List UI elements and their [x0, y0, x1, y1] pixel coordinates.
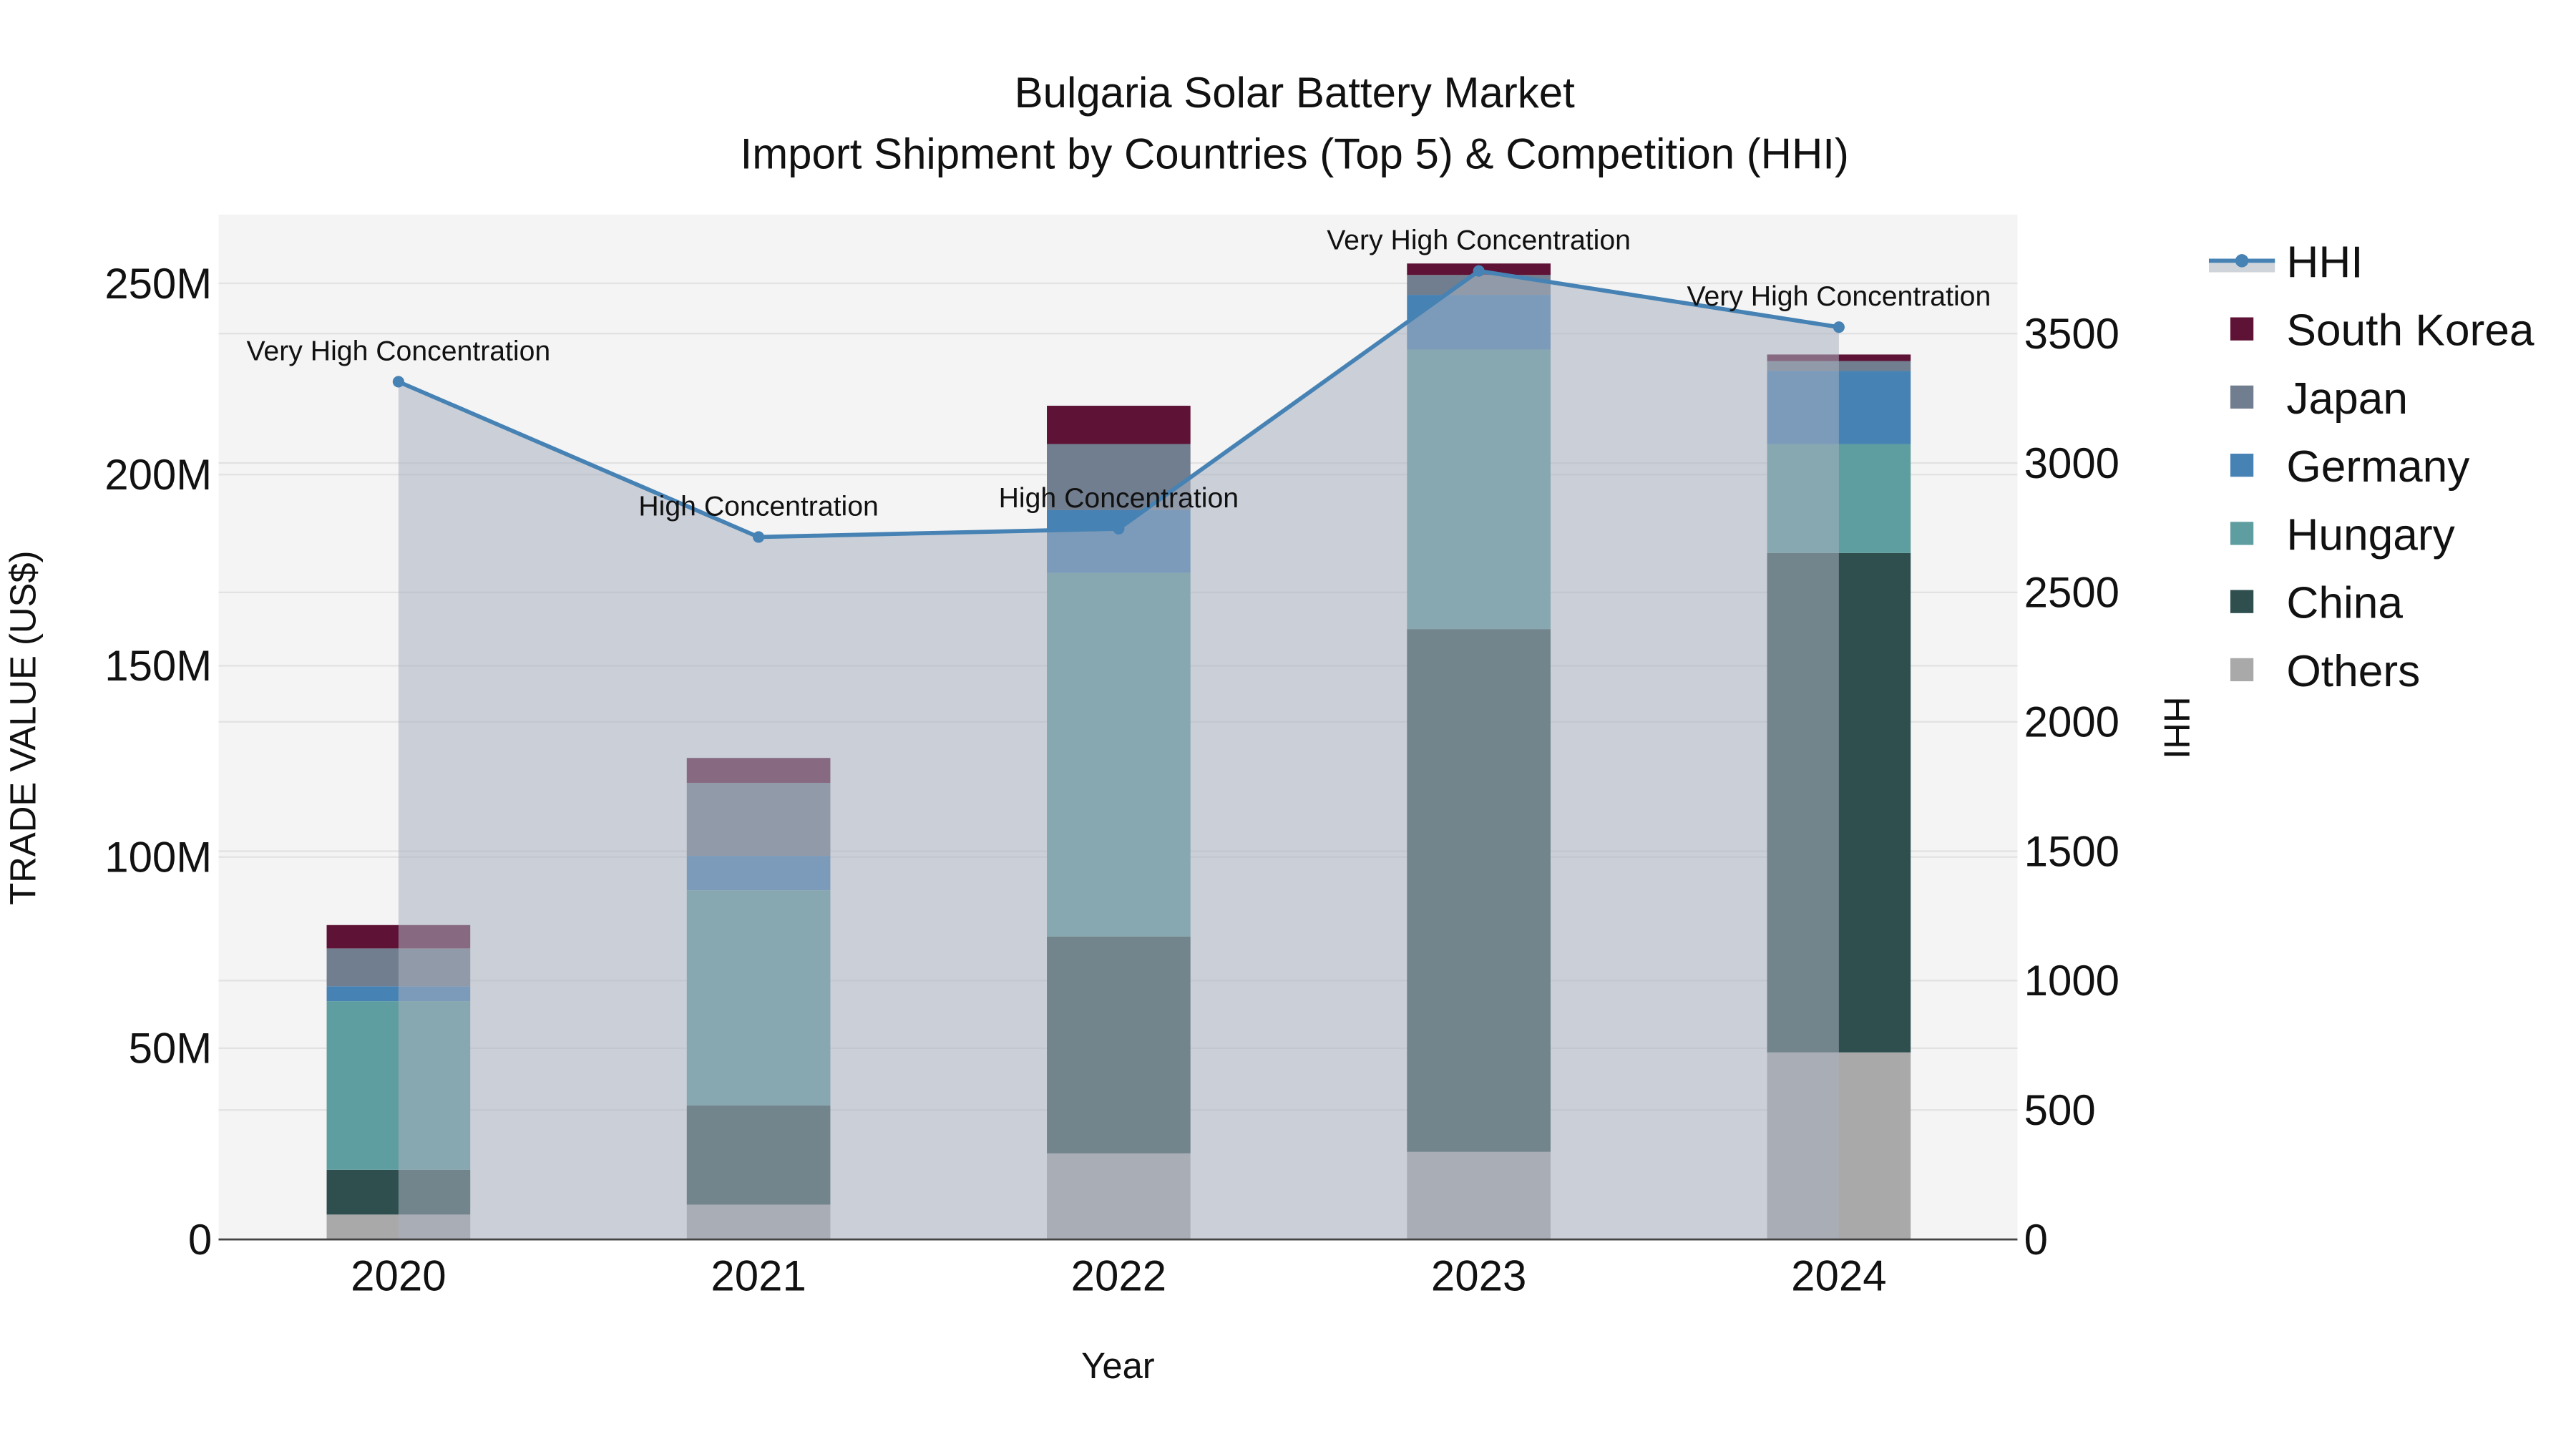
y-axis-label: TRADE VALUE (US$) — [2, 550, 43, 904]
legend-swatch-hungary — [2230, 522, 2254, 545]
y-tick-label: 250M — [104, 260, 212, 308]
y-tick-label: 200M — [104, 451, 212, 499]
x-tick-label: 2021 — [711, 1252, 806, 1300]
legend-swatch-south-korea — [2230, 317, 2254, 341]
legend-swatch-others — [2230, 658, 2254, 682]
y2-tick-label: 1000 — [2024, 957, 2119, 1005]
x-tick-label: 2024 — [1791, 1252, 1886, 1300]
hhi-point — [753, 531, 765, 543]
y2-tick-label: 3500 — [2024, 310, 2119, 358]
legend: HHI South Korea Japan Germany Hungary China Ot… — [2208, 238, 2534, 696]
legend-swatch-japan — [2230, 385, 2254, 409]
y2-axis-label: HHI — [2157, 696, 2197, 758]
hhi-point — [1833, 321, 1845, 333]
hhi-annotation: Very High Concentration — [1327, 225, 1631, 256]
legend-label: China — [2286, 579, 2403, 628]
legend-swatch-germany — [2230, 454, 2254, 477]
x-tick-label: 2023 — [1431, 1252, 1526, 1300]
y-tick-label: 100M — [104, 833, 212, 881]
legend-label: Others — [2286, 647, 2420, 696]
y2-tick-label: 0 — [2024, 1216, 2048, 1264]
legend-label: Japan — [2286, 374, 2408, 424]
x-axis-label: Year — [1081, 1345, 1155, 1386]
hhi-point — [1113, 522, 1125, 535]
legend-swatch-china — [2230, 590, 2254, 613]
y2-tick-label: 3000 — [2024, 439, 2119, 487]
hhi-annotation: Very High Concentration — [1687, 281, 1991, 312]
y2-tick-label: 500 — [2024, 1086, 2096, 1134]
legend-label: HHI — [2286, 238, 2363, 287]
legend-hhi-marker — [2235, 254, 2249, 268]
x-tick-label: 2020 — [351, 1252, 446, 1300]
legend-label: Germany — [2286, 442, 2470, 492]
hhi-annotation: High Concentration — [638, 492, 878, 522]
axis-ticks: 0 50M 100M 150M 200M 250M 0 500 1000 1500 2000 2500… — [104, 260, 2119, 1300]
legend-label: Hungary — [2286, 510, 2455, 560]
hhi-annotation: Very High Concentration — [246, 336, 550, 366]
hhi-point — [1473, 265, 1485, 277]
x-tick-label: 2022 — [1071, 1252, 1166, 1300]
y2-tick-label: 2500 — [2024, 569, 2119, 617]
y-tick-label: 0 — [188, 1216, 212, 1264]
y-tick-label: 150M — [104, 642, 212, 690]
hhi-point — [392, 376, 404, 388]
chart-subtitle: Import Shipment by Countries (Top 5) & C… — [741, 130, 1849, 177]
y2-tick-label: 1500 — [2024, 827, 2119, 875]
y-tick-label: 50M — [129, 1025, 213, 1073]
bar-south-korea — [1047, 406, 1191, 444]
hhi-annotation: High Concentration — [999, 483, 1239, 514]
legend-label: South Korea — [2286, 306, 2534, 356]
hhi-area — [398, 270, 1839, 1240]
y2-tick-label: 2000 — [2024, 698, 2119, 746]
hhi-line: Very High Concentration High Concentratio… — [246, 225, 1991, 543]
chart-title: Bulgaria Solar Battery Market — [1015, 69, 1575, 117]
hhi-area-fill — [398, 270, 1839, 1240]
